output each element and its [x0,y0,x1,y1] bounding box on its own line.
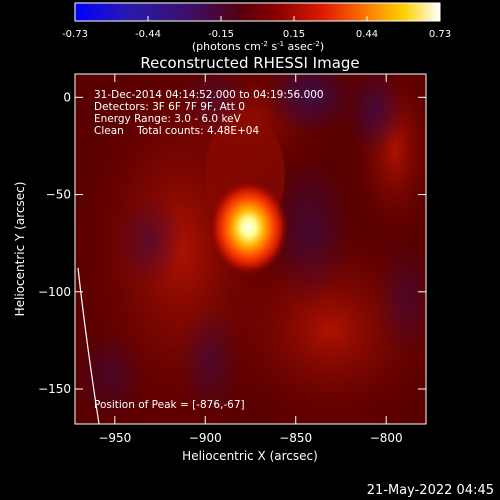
solar-limb [77,267,100,424]
colorbar-units: (photons cm-2 s-1 asec-2) [192,40,324,53]
colorbar-tick-label: 0.15 [283,29,305,40]
annotation-energy: Energy Range: 3.0 - 6.0 keV [94,113,242,125]
y-tick-label: −50 [46,188,71,202]
peak-position-label: Position of Peak = [-876,-67] [94,399,245,411]
annotation-counts: Clean Total counts: 4.48E+04 [94,125,259,137]
annotation-detectors: Detectors: 3F 6F 7F 9F, Att 0 [94,101,245,113]
colorbar-tick-label: -0.15 [208,29,234,40]
annotations: 31-Dec-2014 04:14:52.000 to 04:19:56.000… [94,89,324,411]
y-tick-label: −100 [38,285,71,299]
x-tick-label: −800 [370,431,403,445]
colorbar-tick-label: 0.44 [356,29,378,40]
plot-frame [74,73,427,425]
y-tick-label: −150 [38,382,71,396]
y-tick-label: 0 [63,90,71,104]
footer-date: 21-May-2022 04:45 [366,483,494,498]
x-axis-label: Heliocentric X (arcsec) [182,449,318,463]
colorbar [74,2,441,22]
peak-source [208,179,289,276]
colorbar-tick-label: -0.73 [62,29,88,40]
annotation-time: 31-Dec-2014 04:14:52.000 to 04:19:56.000 [94,89,324,101]
y-axis-label: Heliocentric Y (arcsec) [13,182,27,317]
x-tick-label: −950 [98,431,131,445]
chart-title: Reconstructed RHESSI Image [140,54,359,72]
y-axis: 0 −50 −100 −150 [38,90,426,396]
colorbar-tick-label: 0.73 [429,29,451,40]
x-tick-label: −850 [279,431,312,445]
colorbar-tick-label: -0.44 [135,29,161,40]
heatmap-image [75,74,426,424]
x-axis: −950 −900 −850 −800 [98,74,403,445]
colorbar-ticks: -0.73 -0.44 -0.15 0.15 0.44 0.73 [62,16,451,40]
x-tick-label: −900 [189,431,222,445]
